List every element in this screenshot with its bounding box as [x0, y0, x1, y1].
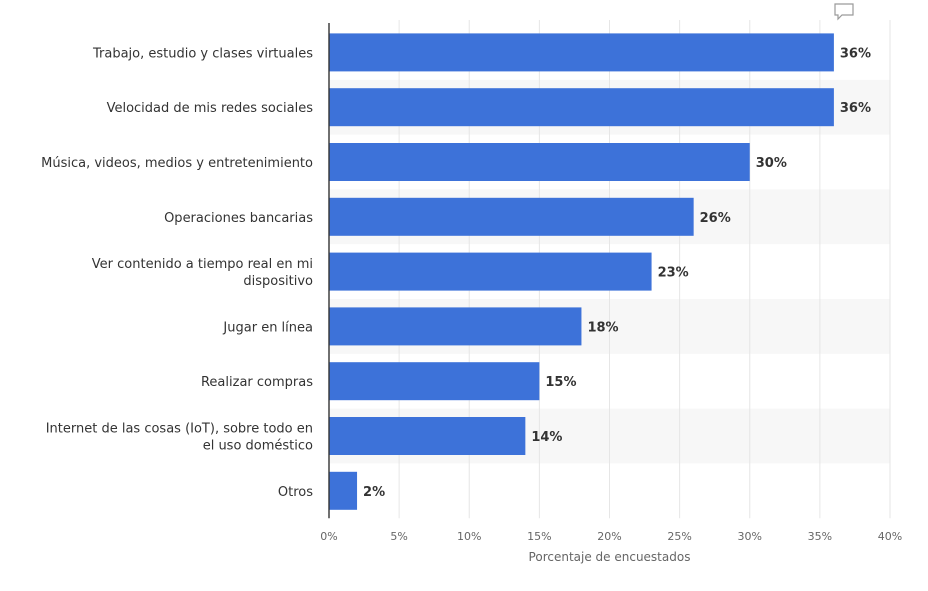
value-label: 18% — [587, 320, 618, 335]
value-labels: 36% 36% 30% 26% 23% 18% 15% 14% 2% — [363, 46, 871, 499]
value-label: 23% — [658, 266, 689, 281]
value-label: 15% — [545, 375, 576, 390]
x-axis-title: Porcentaje de encuestados — [529, 550, 691, 564]
category-label: Música, videos, medios y entretenimiento — [41, 156, 313, 171]
bar[interactable] — [329, 33, 834, 72]
x-tick-label: 10% — [457, 530, 481, 543]
bar[interactable] — [329, 307, 582, 346]
value-label: 14% — [531, 430, 562, 445]
bar[interactable] — [329, 471, 358, 510]
category-label: Operaciones bancarias — [164, 211, 313, 226]
category-label: Jugar en línea — [222, 320, 313, 335]
x-tick-label: 35% — [808, 530, 832, 543]
category-labels: Trabajo, estudio y clases virtuales Veloc… — [41, 46, 313, 499]
x-tick-label: 30% — [738, 530, 762, 543]
x-tick-label: 20% — [597, 530, 621, 543]
speech-bubble-icon[interactable] — [834, 3, 854, 21]
bar[interactable] — [329, 197, 694, 236]
x-tick-label: 15% — [527, 530, 551, 543]
x-tick-label: 5% — [390, 530, 407, 543]
bar[interactable] — [329, 143, 750, 181]
bar[interactable] — [329, 362, 540, 401]
value-label: 36% — [840, 46, 871, 61]
category-label: Realizar compras — [201, 375, 313, 390]
bar[interactable] — [329, 88, 834, 127]
value-label: 2% — [363, 485, 385, 500]
category-label: Velocidad de mis redes sociales — [107, 101, 314, 116]
value-label: 30% — [756, 156, 787, 171]
x-tick-label: 40% — [878, 530, 902, 543]
bars — [329, 33, 834, 510]
bar[interactable] — [329, 252, 652, 291]
x-tick-label: 0% — [320, 530, 337, 543]
category-label: Ver contenido a tiempo real en mi disposi… — [92, 257, 313, 289]
value-label: 36% — [840, 101, 871, 116]
bar[interactable] — [329, 417, 526, 455]
category-label: Otros — [278, 485, 313, 500]
x-tick-label: 25% — [667, 530, 691, 543]
category-label: Internet de las cosas (IoT), sobre todo … — [46, 422, 313, 454]
x-tick-labels: 0% 5% 10% 15% 20% 25% 30% 35% 40% — [320, 530, 902, 543]
category-label: Trabajo, estudio y clases virtuales — [92, 46, 313, 61]
value-label: 26% — [700, 211, 731, 226]
